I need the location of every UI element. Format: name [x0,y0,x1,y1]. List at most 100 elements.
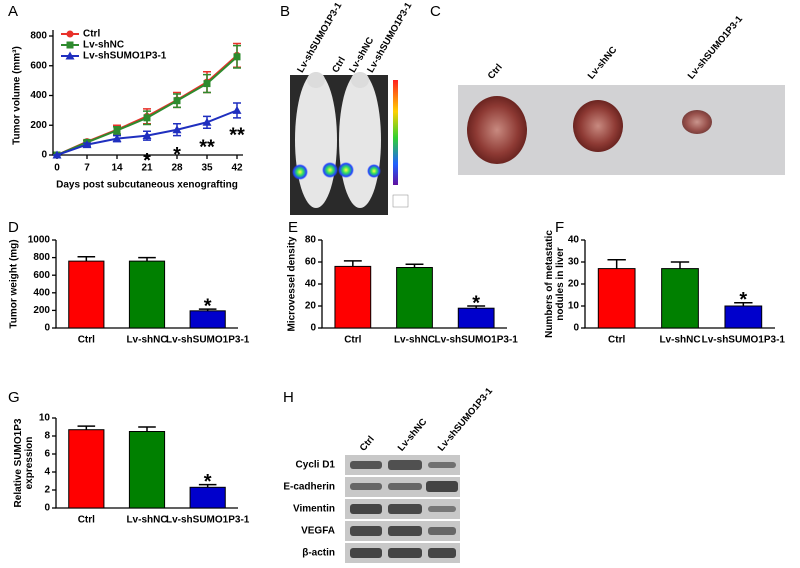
panel-label: G [8,389,20,406]
point [172,125,182,134]
legend-marker [65,51,75,60]
panel-label: C [430,3,441,20]
bar [457,307,495,329]
x-tick-label: Lv-shNC [126,335,167,346]
x-tick-label: Ctrl [78,335,95,346]
y-tick-label: 400 [30,90,47,101]
bar [128,431,166,509]
significance: * [204,471,212,493]
significance: ** [229,125,245,147]
bar [597,268,636,329]
y-axis-label: Tumor weight (mg) [9,239,20,328]
y-tick-label: 1000 [28,235,51,246]
significance: * [739,289,747,311]
bar [189,486,226,509]
y-tick-label: 0 [573,323,579,334]
y-axis-label: Microvessel density [287,236,298,331]
panel-label: E [288,219,298,236]
x-tick-label: 42 [231,163,243,174]
x-tick-label: 0 [54,163,60,174]
protein-label: E-cadherin [283,482,335,493]
y-tick-label: 40 [568,235,580,246]
point [203,80,211,88]
error-bar [607,259,626,269]
y-tick-label: 2 [44,485,50,496]
x-tick-label: Ctrl [608,335,625,346]
error-bar [734,301,753,306]
lane-label: Lv-shNC [396,416,430,453]
y-tick-label: 200 [33,305,50,316]
x-tick-label: Ctrl [344,335,361,346]
y-axis-label: expression [24,437,35,490]
y-tick-label: 80 [305,235,317,246]
lane-label: Ctrl [358,434,377,454]
y-tick-label: 800 [33,252,50,263]
protein-label: Vimentin [293,504,335,515]
bar [68,429,105,509]
x-tick-label: 28 [171,163,183,174]
error-bar [138,426,156,432]
x-tick-label: 21 [141,163,153,174]
protein-label: Cycli D1 [296,460,336,471]
bar [128,260,166,329]
y-axis-label: nodules in liver [555,247,566,320]
panel-label: B [280,3,290,20]
y-tick-label: 60 [305,257,317,268]
x-tick-label: Lv-shSUMO1P3-1 [434,335,518,346]
panel-label: A [8,3,18,20]
point [232,105,242,114]
y-tick-label: 4 [44,467,50,478]
group-label: Lv-shSUMO1P3-1 [365,0,414,75]
y-tick-label: 40 [305,279,317,290]
y-tick-label: 30 [568,257,580,268]
y-tick-label: 600 [30,60,47,71]
bar [396,267,433,329]
x-tick-label: 14 [111,163,123,174]
point [142,131,152,140]
group-label: Lv-shNC [586,44,620,81]
group-label: Ctrl [486,62,505,82]
panel-label: D [8,219,19,236]
error-bar [343,260,362,267]
bar [68,260,105,329]
y-tick-label: 0 [44,323,50,334]
significance: * [204,295,212,317]
y-tick-label: 600 [33,270,50,281]
error-bar [77,255,96,262]
legend-label: Ctrl [83,29,100,40]
point [233,53,241,61]
x-tick-label: Lv-shSUMO1P3-1 [166,515,250,526]
y-tick-label: 0 [310,323,316,334]
error-bar [138,256,156,262]
x-tick-label: Lv-shSUMO1P3-1 [702,335,786,346]
point [173,97,181,105]
error-bar [405,263,424,268]
error-bar [77,425,96,430]
x-tick-label: 7 [84,163,90,174]
legend-marker [66,41,74,49]
y-tick-label: 400 [33,287,50,298]
y-axis-label: Relative SUMO1P3 [13,418,24,507]
y-tick-label: 10 [568,301,580,312]
group-label: Lv-shSUMO1P3-1 [686,13,746,81]
y-tick-label: 200 [30,120,47,131]
y-tick-label: 6 [44,449,50,460]
protein-label: β-actin [302,548,335,559]
point [112,134,122,143]
bar [724,305,763,329]
y-axis-label: Numbers of metastatic [544,230,555,338]
lane-label: Lv-shSUMO1P3-1 [436,385,496,453]
y-tick-label: 800 [30,31,47,42]
x-tick-label: Lv-shSUMO1P3-1 [166,335,250,346]
x-axis-label: Days post subcutaneous xenografting [56,180,238,191]
x-tick-label: Ctrl [78,515,95,526]
significance: * [472,292,480,314]
bioluminescence-image [290,72,412,215]
western-blot [345,455,460,563]
error-bar [670,261,690,269]
point [202,117,212,126]
legend-label: Lv-shSUMO1P3-1 [83,51,167,62]
point [52,150,62,159]
panel-label: F [555,219,564,236]
